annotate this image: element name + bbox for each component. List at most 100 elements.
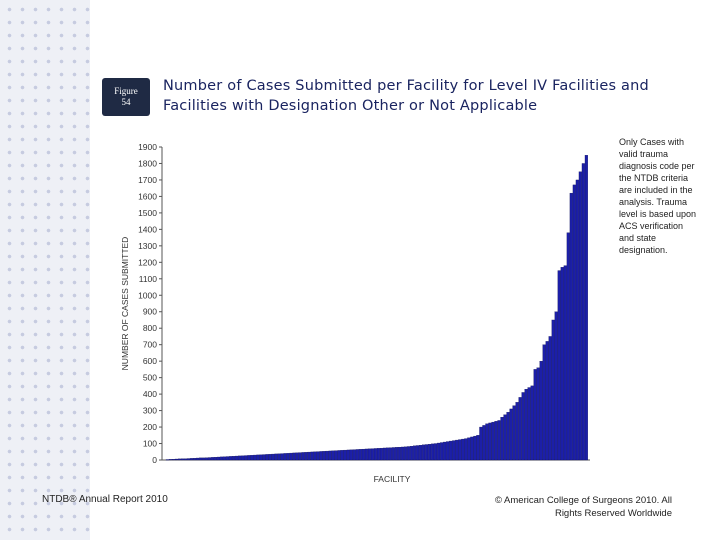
bar xyxy=(355,449,359,461)
bar xyxy=(274,453,278,461)
bar xyxy=(581,163,585,461)
bar xyxy=(539,361,543,461)
bar xyxy=(542,344,546,461)
bar xyxy=(256,454,260,461)
bar xyxy=(280,453,284,461)
bar xyxy=(373,448,377,461)
x-axis-title: FACILITY xyxy=(374,474,411,484)
bar xyxy=(298,452,302,461)
bar xyxy=(400,446,405,461)
bar xyxy=(271,453,275,461)
bar xyxy=(406,446,411,461)
y-tick-label: 100 xyxy=(143,439,157,449)
footer-report-name: NTDB® Annual Report 2010 xyxy=(42,494,168,505)
bar xyxy=(566,232,570,461)
bar xyxy=(397,446,402,461)
bar xyxy=(527,387,531,461)
bar xyxy=(319,451,323,461)
bar xyxy=(584,155,588,461)
side-note: Only Cases with valid trauma diagnosis c… xyxy=(619,137,697,255)
bar xyxy=(310,451,314,461)
bar xyxy=(313,451,317,461)
y-tick-label: 800 xyxy=(143,323,157,333)
bar xyxy=(174,458,178,461)
bar xyxy=(530,385,534,461)
bar xyxy=(208,457,212,461)
bar xyxy=(410,446,414,461)
bar xyxy=(488,422,492,461)
bar xyxy=(476,435,480,461)
bar xyxy=(500,417,504,461)
bar xyxy=(458,439,462,461)
bar xyxy=(548,336,552,461)
bar xyxy=(385,447,389,461)
bar xyxy=(286,453,290,461)
bar xyxy=(491,421,495,461)
y-tick-label: 300 xyxy=(143,406,157,416)
bar xyxy=(295,452,299,461)
bar xyxy=(482,425,486,461)
footer-copyright: © American College of Surgeons 2010. All… xyxy=(494,495,672,519)
bar xyxy=(361,448,365,461)
y-tick-label: 0 xyxy=(152,455,157,465)
bar xyxy=(461,438,465,461)
bar xyxy=(202,457,206,461)
bar xyxy=(259,454,263,461)
bar xyxy=(509,408,513,461)
bar xyxy=(343,449,347,461)
bar xyxy=(244,455,248,461)
bar xyxy=(205,457,209,461)
bar xyxy=(578,171,582,461)
bar xyxy=(569,192,573,461)
bar xyxy=(346,449,350,461)
y-tick-label: 1600 xyxy=(138,191,157,201)
y-tick-label: 1700 xyxy=(138,175,157,185)
y-tick-label: 200 xyxy=(143,422,157,432)
bar-chart: 0 100 200 300 400 500 600 700 800 900 1000 1100 1200… xyxy=(120,142,590,484)
bar xyxy=(512,405,516,461)
bar xyxy=(265,454,269,461)
page-title: Number of Cases Submitted per Facility f… xyxy=(163,78,649,114)
bar xyxy=(307,451,311,461)
bar xyxy=(391,447,395,461)
bar xyxy=(370,448,374,461)
bar xyxy=(503,414,507,461)
y-tick-label: 400 xyxy=(143,389,157,399)
bar xyxy=(515,402,519,461)
bar xyxy=(470,436,474,461)
bar xyxy=(434,443,438,461)
bar xyxy=(545,341,549,461)
bar xyxy=(189,458,194,461)
bar xyxy=(425,444,429,461)
bar xyxy=(223,456,227,461)
bar xyxy=(268,454,272,461)
y-tick-label: 1300 xyxy=(138,241,157,251)
bar xyxy=(340,450,344,461)
bar xyxy=(304,452,308,461)
bar xyxy=(211,457,215,461)
bar xyxy=(557,270,561,461)
bar xyxy=(352,449,356,461)
bar xyxy=(180,458,184,461)
bar xyxy=(382,447,386,461)
bar xyxy=(289,452,293,461)
bar xyxy=(533,369,537,461)
bar xyxy=(403,446,408,461)
bar xyxy=(214,457,218,461)
y-tick-label: 500 xyxy=(143,373,157,383)
bar xyxy=(331,450,335,461)
bar xyxy=(464,438,468,461)
bar xyxy=(437,442,441,461)
bar xyxy=(479,426,483,461)
bar xyxy=(262,454,266,461)
bar xyxy=(283,453,287,461)
bar xyxy=(301,452,305,461)
bar xyxy=(413,445,417,461)
bar xyxy=(183,458,188,461)
bar xyxy=(485,423,489,461)
bar xyxy=(367,448,371,461)
figure-badge-label: Figure xyxy=(114,86,138,96)
bar xyxy=(364,448,368,461)
bar xyxy=(518,397,522,461)
y-tick-label: 1100 xyxy=(139,274,158,284)
